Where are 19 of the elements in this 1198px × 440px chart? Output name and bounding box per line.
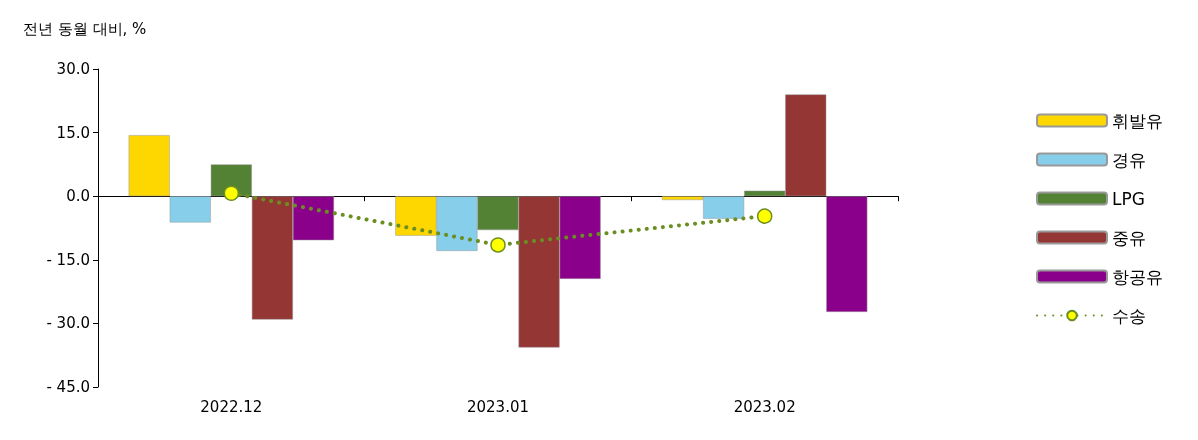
y-tick-label: - 30.0 bbox=[46, 314, 90, 333]
point bbox=[490, 237, 506, 253]
x-tick-label: 2022.12 bbox=[200, 397, 263, 416]
legend-label: 항공유 bbox=[1112, 266, 1163, 287]
point bbox=[756, 208, 773, 224]
y-tick-label: 30.0 bbox=[56, 60, 90, 78]
legend-label: 경유 bbox=[1112, 149, 1146, 170]
y-axis-title: 전년 동월 대비, % bbox=[23, 19, 147, 38]
legend-label: 중유 bbox=[1112, 227, 1146, 248]
legend-label: 수송 bbox=[1112, 305, 1146, 326]
x-tick-label: 2023.01 bbox=[466, 397, 530, 416]
x-tick-label: 2023.02 bbox=[733, 397, 796, 416]
y-tick-label: - 15.0 bbox=[46, 250, 90, 269]
legend-label: LPG bbox=[1112, 188, 1145, 209]
legend-label: 휘발유 bbox=[1112, 110, 1163, 131]
point bbox=[223, 185, 240, 201]
y-tick-label: 15.0 bbox=[56, 123, 90, 142]
y-tick-label: 0.0 bbox=[66, 187, 90, 206]
y-tick-label: - 45.0 bbox=[46, 378, 90, 396]
